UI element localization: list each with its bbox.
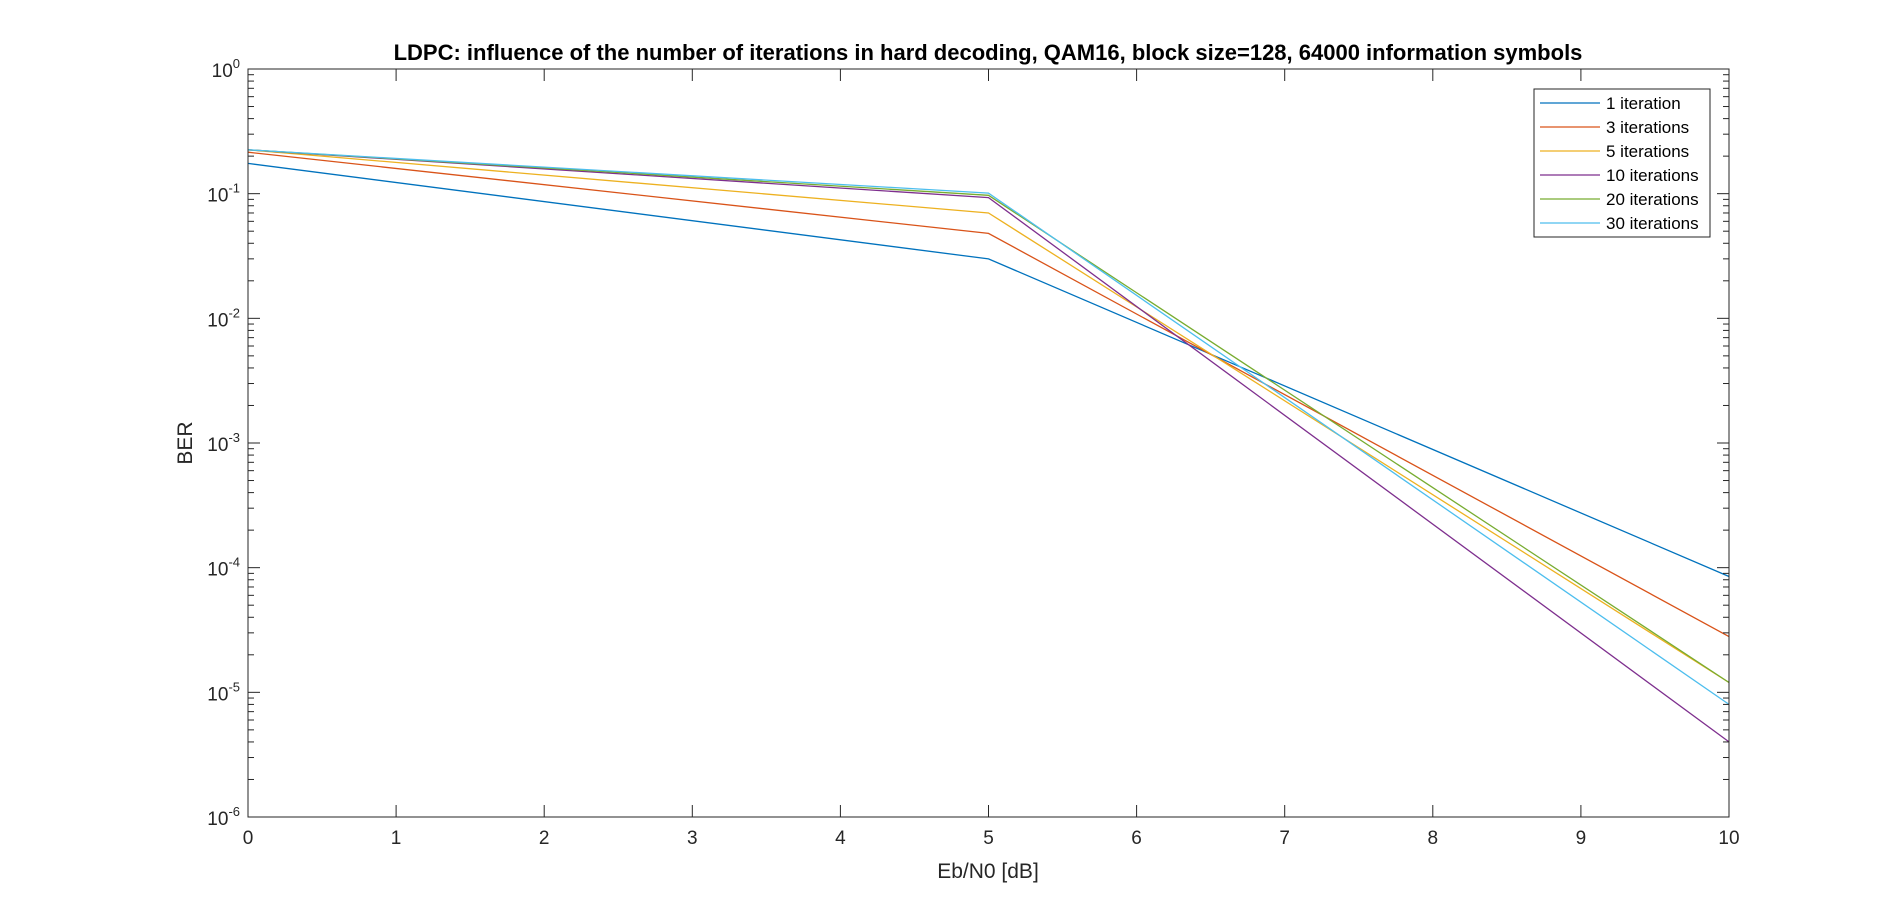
legend-entry-label: 30 iterations xyxy=(1606,214,1699,233)
x-tick-label: 7 xyxy=(1279,828,1290,849)
legend-entry-label: 5 iterations xyxy=(1606,142,1689,161)
plot-area xyxy=(248,69,1729,817)
legend-entry-label: 3 iterations xyxy=(1606,118,1689,137)
y-tick-label: 10-4 xyxy=(207,555,240,581)
x-tick-label: 9 xyxy=(1576,828,1587,849)
x-tick-label: 8 xyxy=(1428,828,1439,849)
x-tick-label: 1 xyxy=(391,828,402,849)
x-tick-label: 10 xyxy=(1718,828,1739,849)
legend-entry-label: 20 iterations xyxy=(1606,190,1699,209)
x-tick-label: 3 xyxy=(687,828,698,849)
y-tick-label: 10-1 xyxy=(207,181,240,207)
legend-entry-label: 1 iteration xyxy=(1606,94,1681,113)
y-tick-label: 100 xyxy=(212,56,240,82)
x-axis-label: Eb/N0 [dB] xyxy=(937,860,1039,883)
x-tick-label: 4 xyxy=(835,828,846,849)
x-tick-label: 0 xyxy=(243,828,254,849)
y-axis-label: BER xyxy=(174,421,197,464)
x-tick-label: 6 xyxy=(1131,828,1142,849)
x-tick-label: 2 xyxy=(539,828,550,849)
y-tick-label: 10-2 xyxy=(207,305,240,331)
x-tick-label: 5 xyxy=(983,828,994,849)
y-tick-label: 10-5 xyxy=(207,679,240,705)
y-tick-label: 10-3 xyxy=(207,430,240,456)
chart-title: LDPC: influence of the number of iterati… xyxy=(394,40,1583,65)
y-tick-label: 10-6 xyxy=(207,804,240,830)
legend-entry-label: 10 iterations xyxy=(1606,166,1699,185)
legend: 1 iteration 3 iterations 5 iterations 10 it… xyxy=(1534,89,1710,237)
